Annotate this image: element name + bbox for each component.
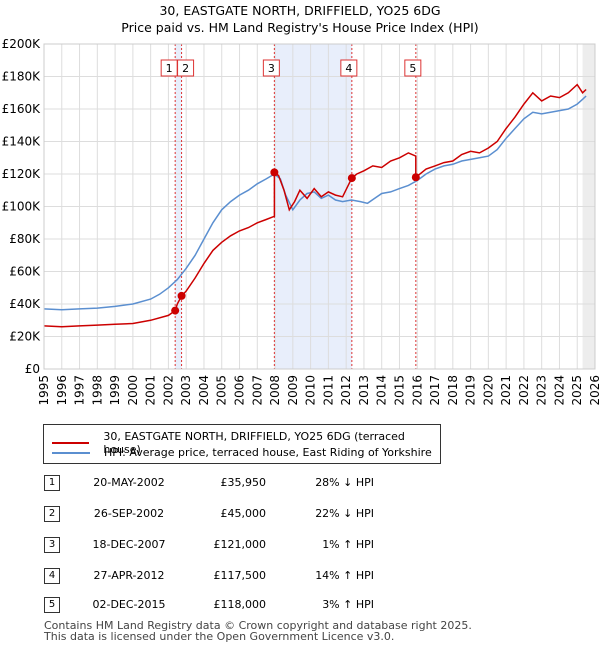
- chart-legend: 30, EASTGATE NORTH, DRIFFIELD, YO25 6DG …: [43, 424, 441, 464]
- transaction-number-box: [340, 59, 358, 77]
- row-hpi: 22% ↓ HPI: [315, 507, 374, 520]
- x-tick-label: 2006: [233, 375, 247, 406]
- x-tick-label: 2020: [481, 375, 495, 406]
- legend-swatch-hpi: [52, 451, 90, 454]
- x-tick-label: 2001: [144, 375, 158, 406]
- x-tick-label: 2000: [126, 375, 140, 406]
- legend-item-property: 30, EASTGATE NORTH, DRIFFIELD, YO25 6DG …: [52, 430, 440, 456]
- hpi-line: [43, 95, 587, 311]
- x-tick-label: 2014: [375, 375, 389, 406]
- x-tick-label: 1997: [73, 375, 87, 406]
- transaction-point: [171, 306, 180, 315]
- row-date: 20-MAY-2002: [93, 476, 165, 489]
- y-tick-label: £100K: [2, 200, 42, 214]
- row-hpi: 1% ↑ HPI: [322, 538, 374, 551]
- y-tick-label: £180K: [2, 70, 42, 84]
- row-price: £117,500: [213, 569, 267, 582]
- row-price: £35,950: [220, 476, 267, 489]
- transaction-number-label: 3: [268, 62, 275, 75]
- x-tick-label: 2021: [499, 375, 513, 406]
- x-tick-label: 2003: [179, 375, 193, 406]
- table-row: 5 02-DEC-2015 £118,000 3% ↑ HPI: [0, 597, 600, 617]
- row-price: £121,000: [213, 538, 267, 551]
- x-tick-label: 1999: [108, 375, 122, 406]
- transaction-point: [270, 168, 279, 177]
- x-tick-label: 2024: [552, 375, 566, 406]
- x-tick-label: 2013: [357, 375, 371, 406]
- row-date: 02-DEC-2015: [92, 598, 166, 611]
- row-number-badge: 4: [44, 568, 60, 584]
- row-number-badge: 2: [44, 506, 60, 522]
- row-number-badge: 3: [44, 537, 60, 553]
- transaction-point: [347, 174, 356, 183]
- x-tick-label: 2017: [428, 375, 442, 406]
- row-hpi: 28% ↓ HPI: [315, 476, 374, 489]
- x-tick-label: 2012: [339, 375, 353, 406]
- chart-subtitle: Price paid vs. HM Land Registry's House …: [121, 20, 479, 35]
- x-tick-label: 2019: [464, 375, 478, 406]
- transaction-number-box: [177, 59, 195, 77]
- y-tick-label: £200K: [2, 37, 42, 51]
- y-tick-label: £0: [25, 362, 40, 376]
- x-tick-label: 2004: [197, 375, 211, 406]
- x-tick-label: 2005: [215, 375, 229, 406]
- transaction-point: [177, 291, 186, 300]
- row-price: £118,000: [213, 598, 267, 611]
- footer-attribution: Contains HM Land Registry data © Crown c…: [44, 620, 472, 642]
- legend-label-hpi: HPI: Average price, terraced house, East…: [104, 446, 432, 459]
- table-row: 3 18-DEC-2007 £121,000 1% ↑ HPI: [0, 537, 600, 557]
- x-tick-label: 2015: [392, 375, 406, 406]
- footer-line-2: This data is licensed under the Open Gov…: [44, 630, 395, 643]
- row-number-badge: 1: [44, 475, 60, 491]
- x-tick-label: 2022: [517, 375, 531, 406]
- legend-item-hpi: HPI: Average price, terraced house, East…: [52, 446, 432, 459]
- row-date: 26-SEP-2002: [93, 507, 165, 520]
- row-price: £45,000: [220, 507, 267, 520]
- x-tick-label: 2007: [250, 375, 264, 406]
- y-tick-label: £160K: [2, 102, 42, 116]
- x-tick-label: 1995: [37, 375, 51, 406]
- x-tick-label: 2025: [570, 375, 584, 406]
- x-tick-label: 2026: [588, 375, 600, 406]
- price-chart: £0 £20K £40K £60K £80K £100K £120K £140K £160K £1…: [2, 37, 600, 406]
- x-tick-label: 2002: [161, 375, 175, 406]
- x-tick-label: 2011: [321, 375, 335, 406]
- table-row: 1 20-MAY-2002 £35,950 28% ↓ HPI: [0, 475, 600, 495]
- row-hpi: 14% ↑ HPI: [315, 569, 374, 582]
- x-tick-label: 2010: [304, 375, 318, 406]
- plot-frame: [43, 43, 596, 370]
- footer-line-1: Contains HM Land Registry data © Crown c…: [44, 619, 472, 632]
- x-tick-label: 2008: [268, 375, 282, 406]
- row-number-badge: 5: [44, 597, 60, 613]
- table-row: 4 27-APR-2012 £117,500 14% ↑ HPI: [0, 568, 600, 588]
- x-tick-label: 2016: [410, 375, 424, 406]
- transaction-point: [411, 173, 420, 182]
- transaction-number-label: 1: [166, 62, 173, 75]
- legend-label-property: 30, EASTGATE NORTH, DRIFFIELD, YO25 6DG …: [103, 430, 405, 456]
- transaction-number-label: 5: [409, 62, 416, 75]
- transaction-number-label: 4: [345, 62, 352, 75]
- chart-title: 30, EASTGATE NORTH, DRIFFIELD, YO25 6DG: [159, 3, 441, 18]
- legend-swatch-property: [52, 442, 90, 444]
- y-tick-label: £140K: [2, 135, 42, 149]
- y-tick-label: £120K: [2, 167, 42, 181]
- row-hpi: 3% ↑ HPI: [322, 598, 374, 611]
- transaction-number-box: [404, 59, 422, 77]
- row-date: 18-DEC-2007: [92, 538, 166, 551]
- y-tick-label: £40K: [9, 297, 41, 311]
- row-date: 27-APR-2012: [93, 569, 165, 582]
- y-tick-label: £80K: [9, 232, 41, 246]
- x-tick-label: 1998: [90, 375, 104, 406]
- transaction-number-label: 2: [182, 62, 189, 75]
- y-tick-label: £60K: [9, 265, 41, 279]
- x-tick-label: 2009: [286, 375, 300, 406]
- x-tick-label: 2018: [446, 375, 460, 406]
- x-tick-label: 1996: [55, 375, 69, 406]
- y-tick-label: £20K: [9, 330, 41, 344]
- x-tick-label: 2023: [535, 375, 549, 406]
- transaction-number-box: [262, 59, 280, 77]
- table-row: 2 26-SEP-2002 £45,000 22% ↓ HPI: [0, 506, 600, 526]
